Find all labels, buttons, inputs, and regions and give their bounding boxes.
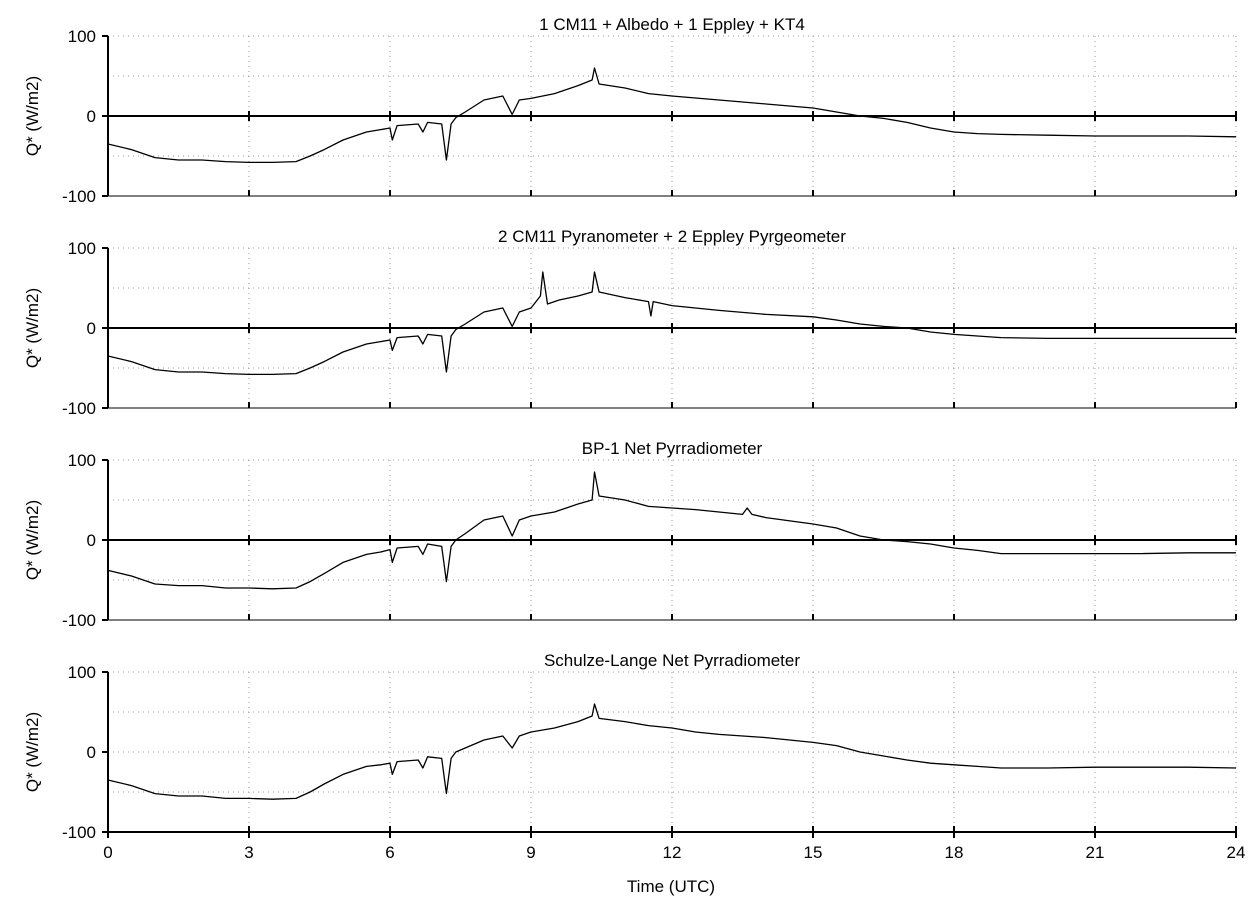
panel-title: BP-1 Net Pyrradiometer bbox=[582, 439, 763, 458]
y-axis-title: Q* (W/m2) bbox=[23, 76, 42, 156]
chart-panel-4: 100 0 -100 0 3 6 9 12 15 18 21 24 Schulze-Lange Net … bbox=[23, 651, 1245, 862]
panel-title: 1 CM11 + Albedo + 1 Eppley + KT4 bbox=[539, 15, 805, 34]
y-tick-label: 100 bbox=[68, 451, 96, 470]
x-tick-label: 0 bbox=[103, 843, 112, 862]
y-tick-label: 100 bbox=[68, 239, 96, 258]
y-axis-title: Q* (W/m2) bbox=[23, 288, 42, 368]
y-tick-label: 0 bbox=[87, 319, 96, 338]
x-tick-label: 3 bbox=[244, 843, 253, 862]
y-tick-label: -100 bbox=[62, 611, 96, 630]
y-tick-label: 0 bbox=[87, 107, 96, 126]
chart-panel-1: 100 0 -100 1 CM11 + Albedo + 1 Eppley + KT4… bbox=[23, 15, 1237, 206]
y-tick-label: 0 bbox=[87, 743, 96, 762]
y-tick-label: -100 bbox=[62, 399, 96, 418]
x-tick-label: 12 bbox=[663, 843, 682, 862]
y-tick-label: -100 bbox=[62, 823, 96, 842]
x-tick-label: 9 bbox=[526, 843, 535, 862]
series-line bbox=[107, 703, 1237, 800]
x-tick-label: 21 bbox=[1086, 843, 1105, 862]
y-tick-label: 100 bbox=[68, 27, 96, 46]
x-tick-label: 15 bbox=[804, 843, 823, 862]
chart-panel-3: 100 0 -100 BP-1 Net Pyrradiometer Q* (W/m2) bbox=[23, 439, 1237, 630]
panel-title: Schulze-Lange Net Pyrradiometer bbox=[544, 651, 800, 670]
y-axis-title: Q* (W/m2) bbox=[23, 712, 42, 792]
chart-panel-2: 100 0 -100 2 CM11 Pyranometer + 2 Eppley Py… bbox=[23, 227, 1237, 418]
y-axis-title: Q* (W/m2) bbox=[23, 500, 42, 580]
panel-title: 2 CM11 Pyranometer + 2 Eppley Pyrgeomete… bbox=[498, 227, 846, 246]
x-tick-label: 24 bbox=[1227, 843, 1246, 862]
series-line bbox=[107, 471, 1236, 590]
series-line bbox=[107, 271, 1236, 376]
y-tick-label: -100 bbox=[62, 187, 96, 206]
x-tick-label: 18 bbox=[945, 843, 964, 862]
series-line bbox=[107, 67, 1237, 164]
y-tick-label: 100 bbox=[68, 663, 96, 682]
x-tick-label: 6 bbox=[385, 843, 394, 862]
y-tick-label: 0 bbox=[87, 531, 96, 550]
x-axis-title: Time (UTC) bbox=[627, 877, 715, 896]
